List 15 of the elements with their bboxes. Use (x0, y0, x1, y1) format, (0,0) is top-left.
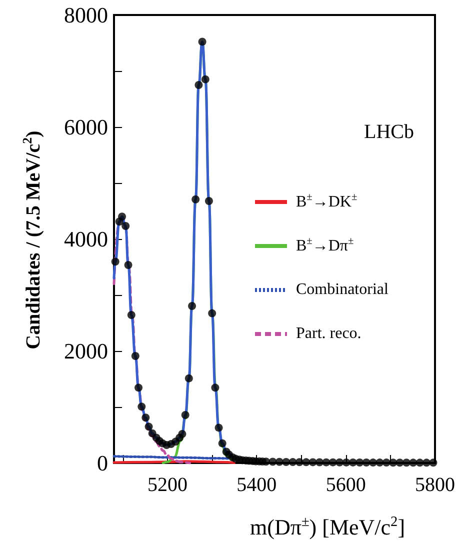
y-tick-label: 8000 (64, 2, 108, 28)
legend-label: Part. reco. (296, 325, 362, 343)
legend-label: Combinatorial (296, 281, 388, 299)
x-tick-label: 5800 (415, 474, 455, 496)
y-tick-label: 6000 (64, 114, 108, 140)
x-tick-label: 5400 (236, 474, 277, 496)
legend-label: B$^{±}$→Dπ$^{±}$ (296, 236, 354, 256)
y-tick-label: 4000 (64, 226, 108, 252)
x-tick-label: 5600 (326, 474, 366, 496)
x-tick-label: 5200 (148, 474, 188, 496)
legend-label: B$^{±}$→DK$^{±}$ (296, 192, 358, 212)
y-tick-label: 2000 (64, 338, 108, 364)
annotation: LHCb (364, 121, 414, 143)
y-tick-label: 0 (97, 450, 108, 476)
x-axis-title: m(Dπ$^{±}$) [MeV/c$^{2}$] (250, 514, 406, 540)
